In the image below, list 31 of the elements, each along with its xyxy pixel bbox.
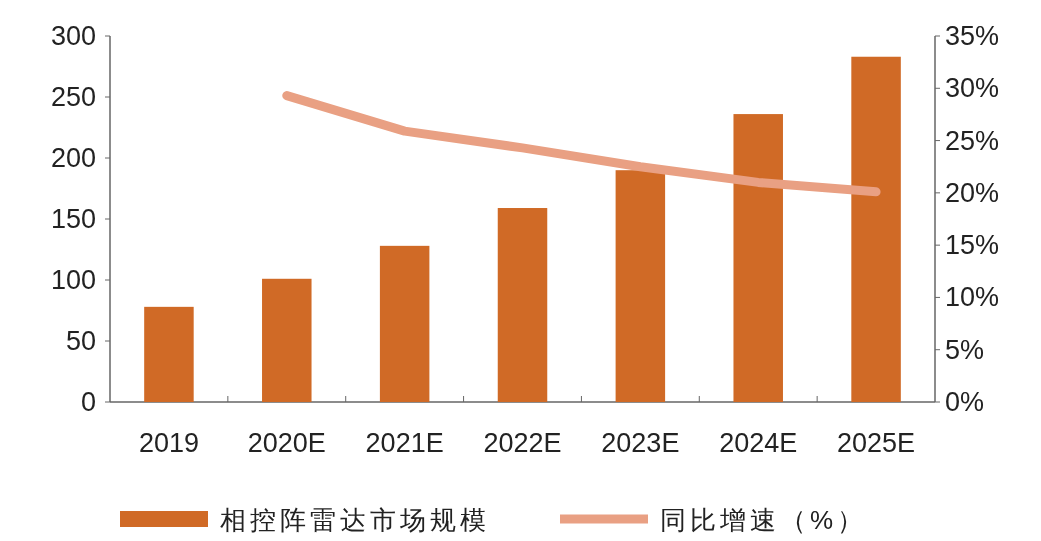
y-tick-label: 100: [50, 265, 96, 295]
y2-tick-label: 25%: [945, 125, 1000, 156]
y2-tick-label: 10%: [945, 282, 1000, 313]
y2-tick-label: 30%: [945, 73, 1000, 104]
x-tick-label: 2022E: [483, 428, 562, 458]
bar: [379, 245, 430, 402]
y2-tick-label: 35%: [945, 21, 1000, 51]
bar: [615, 170, 666, 402]
bar: [262, 278, 312, 402]
y-tick-label: 300: [50, 21, 96, 51]
y-tick-label: 50: [65, 326, 96, 356]
legend-label: 同比增速（%）: [660, 505, 868, 535]
y2-tick-label: 5%: [945, 334, 985, 365]
y2-tick-label: 0%: [945, 387, 985, 417]
y-tick-label: 250: [50, 82, 96, 112]
x-tick-label: 2025E: [837, 428, 916, 458]
bar: [497, 208, 548, 402]
bar: [733, 114, 783, 402]
bar: [144, 306, 194, 402]
x-tick-label: 2021E: [365, 428, 444, 458]
x-tick-label: 2023E: [601, 428, 680, 458]
x-tick-label: 2020E: [247, 428, 326, 458]
y-tick-label: 200: [50, 143, 96, 173]
bar: [851, 56, 901, 402]
x-tick-label: 2024E: [719, 428, 798, 458]
y2-tick-label: 20%: [945, 177, 1000, 208]
y-tick-label: 150: [50, 204, 96, 234]
y-tick-label: 0: [80, 387, 96, 417]
legend-label: 相控阵雷达市场规模: [220, 505, 490, 535]
x-tick-label: 2019: [138, 428, 199, 458]
y2-tick-label: 15%: [945, 230, 1000, 261]
